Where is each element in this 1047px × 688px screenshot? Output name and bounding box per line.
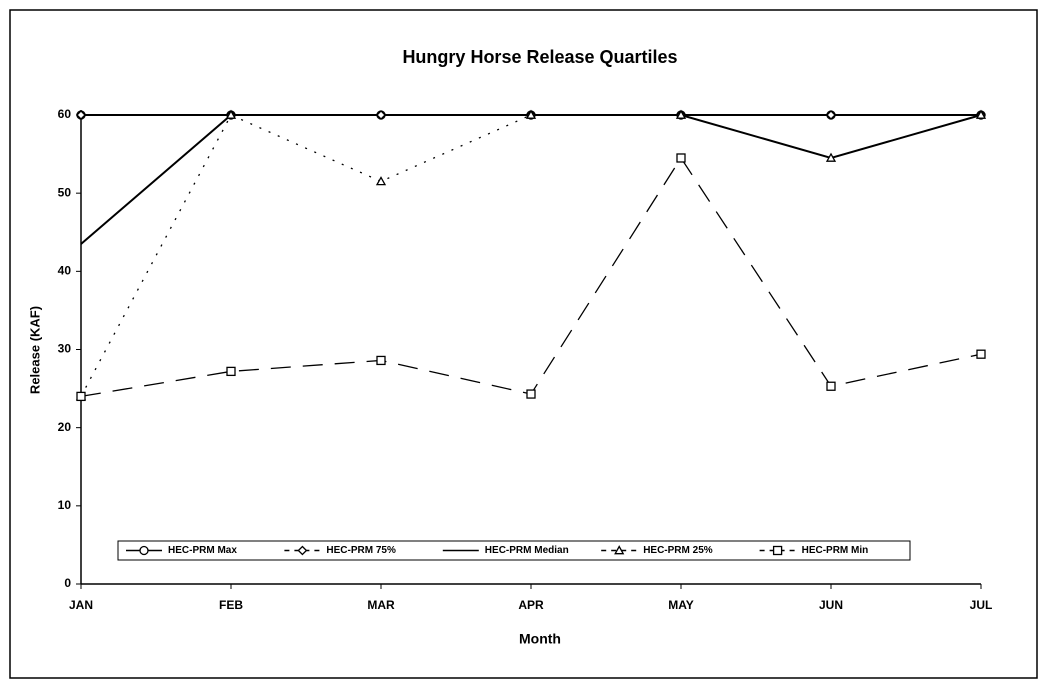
data-point [825,152,837,162]
legend-label: HEC-PRM Max [168,545,237,556]
legend-box [117,540,911,561]
series-line [80,114,982,397]
data-point [376,110,386,120]
legend-marker [772,545,783,556]
x-tick-label: APR [518,598,544,612]
legend-label: HEC-PRM 75% [326,545,396,556]
y-tick-label: 50 [58,185,72,199]
x-tick-label: MAY [668,598,694,612]
x-tick-label: JUN [819,598,843,612]
data-point [975,109,987,119]
y-tick-label: 10 [58,498,72,512]
series-line [80,114,982,245]
legend-marker [297,545,308,556]
x-tick-label: JAN [69,598,93,612]
data-point [375,176,387,186]
y-tick-label: 60 [58,107,72,121]
x-tick-label: JUL [970,598,993,612]
y-tick-label: 30 [58,342,72,356]
y-tick-label: 20 [58,420,72,434]
data-point [225,109,237,119]
data-point [525,109,537,119]
data-point [675,109,687,119]
data-point [76,391,86,402]
frame [9,9,1038,679]
x-tick-label: FEB [219,598,243,612]
data-point [826,110,836,120]
x-tick-label: MAR [367,598,395,612]
data-point [376,355,386,366]
legend-label: HEC-PRM Min [802,545,869,556]
data-point [76,110,86,120]
data-point [826,381,836,391]
y-axis-label: Release (KAF) [27,306,42,394]
x-axis-label: Month [519,631,561,647]
legend-marker [614,545,625,555]
legend-marker [139,545,149,556]
data-point [676,153,686,163]
data-point [226,366,236,377]
legend-label: HEC-PRM Median [485,545,569,556]
chart-title: Hungry Horse Release Quartiles [402,47,677,67]
series-line [80,156,982,398]
legend-label: HEC-PRM 25% [643,545,713,556]
y-tick-label: 0 [64,576,71,590]
data-point [526,389,536,399]
y-tick-label: 40 [58,264,72,278]
data-point [976,349,986,359]
